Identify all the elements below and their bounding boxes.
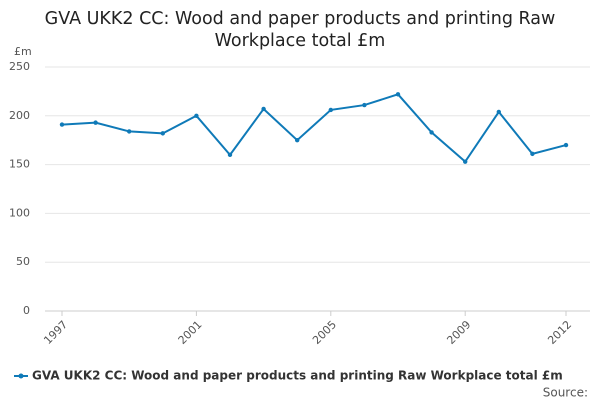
y-tick-label: 150 <box>9 158 30 171</box>
data-point <box>295 138 300 143</box>
y-axis-label: £m <box>14 45 32 58</box>
chart-title: GVA UKK2 CC: Wood and paper products and… <box>44 9 556 51</box>
data-point <box>160 131 165 136</box>
x-tick-label: 2001 <box>176 318 205 347</box>
data-line <box>61 93 567 164</box>
x-tick-label: 2005 <box>310 318 339 347</box>
data-point <box>563 142 569 148</box>
data-point <box>93 120 98 125</box>
legend-label: GVA UKK2 CC: Wood and paper products and… <box>32 369 563 383</box>
data-point <box>328 107 333 113</box>
y-tick-label: 0 <box>23 304 30 317</box>
data-point <box>463 159 468 164</box>
data-point <box>127 129 132 134</box>
x-tick-label: 2012 <box>545 318 574 347</box>
data-point <box>362 102 367 108</box>
data-point <box>429 130 434 135</box>
data-point <box>194 113 199 119</box>
data-point <box>59 122 65 127</box>
y-tick-label: 250 <box>9 60 30 73</box>
y-tick-label: 200 <box>9 109 30 122</box>
data-point <box>395 92 401 97</box>
data-point <box>530 151 535 157</box>
source-label: Source: <box>543 386 588 400</box>
data-point <box>496 109 501 115</box>
y-tick-label: 100 <box>9 206 30 219</box>
x-tick-label: 1997 <box>41 318 70 347</box>
y-tick-label: 50 <box>16 255 30 268</box>
legend-marker <box>18 373 24 379</box>
data-point <box>227 152 233 158</box>
x-tick-label: 2009 <box>444 318 473 347</box>
data-point <box>261 106 266 112</box>
